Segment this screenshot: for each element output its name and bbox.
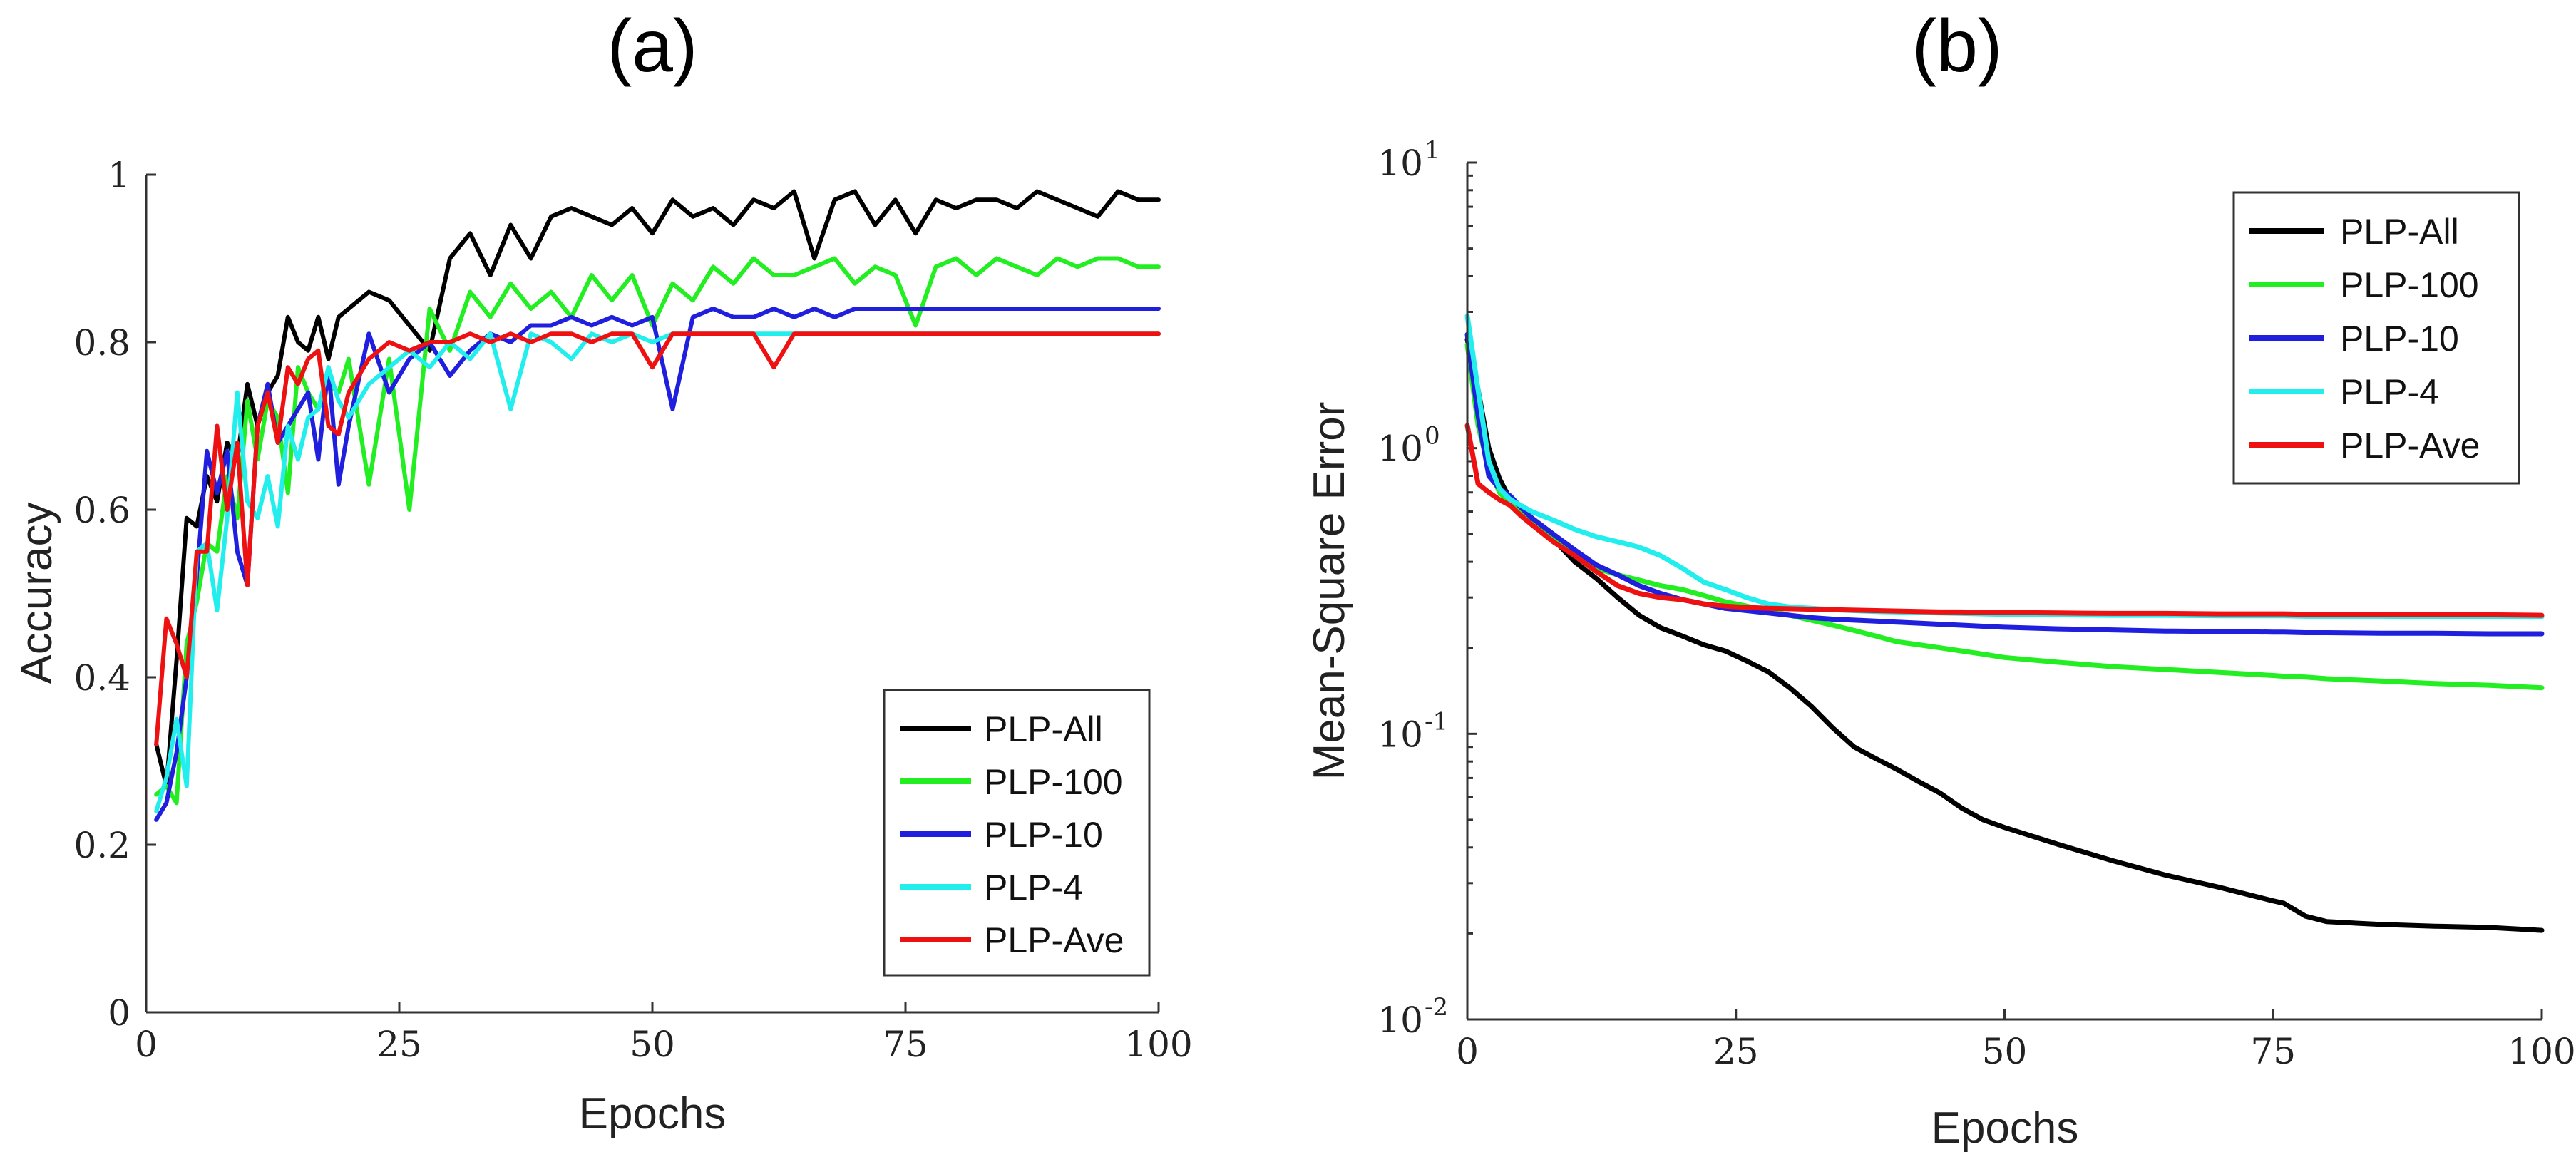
- panel-b-x-tick-label: 50: [1982, 1031, 2028, 1072]
- panel-a-legend-label-plp-10: PLP-10: [984, 815, 1103, 855]
- panel-b-y-tick-exponent: 0: [1425, 422, 1440, 451]
- panel-b-legend-label-plp-all: PLP-All: [2340, 212, 2459, 252]
- panel-b-y-tick-exponent: 1: [1425, 136, 1440, 165]
- panel-a-series-lines: [154, 189, 1161, 822]
- panel-a-y-axis-title: Accuracy: [12, 503, 61, 684]
- panel-b-x-tick-label: 75: [2250, 1031, 2296, 1072]
- panel-a-accuracy-chart: (a) 0 25 50 75 100 0 0.2 0.4 0.6 0.8 1 Epochs Accu…: [12, 5, 1193, 1138]
- panel-a-x-tick-label: 0: [135, 1024, 158, 1065]
- panel-b-legend-label-plp-4: PLP-4: [2340, 372, 2439, 412]
- panel-b-series-plp-ave: [1464, 423, 2545, 618]
- panel-b-legend-label-plp-100: PLP-100: [2340, 265, 2479, 305]
- panel-a-label: (a): [607, 5, 697, 88]
- panel-b-legend-label-plp-10: PLP-10: [2340, 319, 2459, 359]
- panel-b-legend-label-plp-ave: PLP-Ave: [2340, 426, 2480, 466]
- panel-a-series-plp-ave: [154, 331, 1161, 746]
- panel-b-y-tick-exponent: -1: [1425, 707, 1448, 736]
- panel-a-legend-label-plp-100: PLP-100: [984, 762, 1123, 802]
- panel-b-legend: PLP-All PLP-100 PLP-10 PLP-4 PLP-Ave: [2232, 191, 2520, 485]
- panel-a-series-plp-all: [154, 189, 1161, 788]
- panel-b-label: (b): [1912, 5, 2002, 88]
- panel-a-x-tick-label: 50: [630, 1024, 675, 1065]
- panel-b-series-plp-10: [1464, 331, 2545, 637]
- panel-b-series-lines: [1464, 313, 2545, 933]
- panel-b-x-tick-label: 25: [1713, 1031, 1759, 1072]
- panel-a-legend: PLP-All PLP-100 PLP-10 PLP-4 PLP-Ave: [883, 689, 1151, 977]
- panel-a-y-tick-label: 0.8: [73, 322, 130, 364]
- panel-a-y-tick-label: 0: [108, 992, 130, 1034]
- panel-a-legend-label-plp-all: PLP-All: [984, 709, 1103, 749]
- panel-a-x-axis-title: Epochs: [579, 1089, 727, 1138]
- panel-a-x-tick-label: 100: [1124, 1024, 1192, 1065]
- panel-b-x-axis-title: Epochs: [1931, 1104, 2079, 1153]
- panel-a-y-tick-label: 0.4: [73, 657, 130, 699]
- panel-a-x-tick-label: 25: [376, 1024, 422, 1065]
- panel-b-x-tick-label: 0: [1456, 1031, 1479, 1072]
- panel-a-y-tick-label: 0.2: [73, 825, 130, 866]
- panel-b-x-tick-label: 100: [2508, 1031, 2575, 1072]
- panel-b-y-tick-label: 10: [1377, 428, 1423, 470]
- panel-b-series-plp-100: [1464, 342, 2545, 691]
- panel-a-x-tick-label: 75: [883, 1024, 928, 1065]
- panel-b-y-axis-title: Mean-Square Error: [1305, 402, 1354, 781]
- panel-a-y-tick-label: 1: [108, 155, 130, 196]
- panel-a-legend-label-plp-4: PLP-4: [984, 868, 1083, 907]
- panel-b-y-tick-exponent: -2: [1425, 993, 1448, 1022]
- panel-b-y-tick-label: 10: [1377, 143, 1423, 184]
- panel-a-y-tick-label: 0.6: [73, 490, 130, 531]
- panel-b-y-tick-label: 10: [1377, 999, 1423, 1041]
- panel-a-ticks: 0 25 50 75 100 0 0.2 0.4 0.6 0.8 1: [73, 155, 1192, 1065]
- panel-a-legend-label-plp-ave: PLP-Ave: [984, 920, 1124, 960]
- panel-b-y-tick-label: 10: [1377, 714, 1423, 755]
